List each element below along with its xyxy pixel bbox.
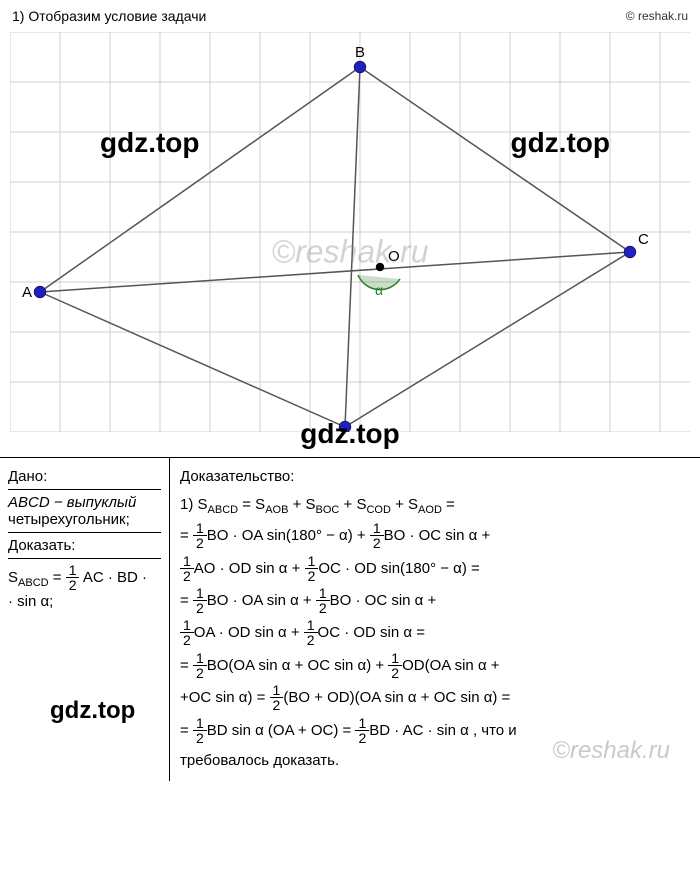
prove-heading: Доказать: [8, 533, 161, 559]
copyright: © reshak.ru [626, 9, 688, 23]
content-table: Дано: ABCD − выпуклый четырехугольник; Д… [0, 457, 700, 781]
header: 1) Отобразим условие задачи © reshak.ru [0, 0, 700, 32]
watermark-proof-left: gdz.top [50, 691, 135, 732]
proof-line: = 12BO · OA sin(180° − α) + 12BO · OC si… [180, 521, 692, 551]
proof-line: 12AO · OD sin α + 12OC · OD sin(180° − α… [180, 554, 692, 584]
proof-column: Доказательство: 1) SABCD = SAOB + SBOC +… [170, 458, 700, 781]
proof-line: = 12BO(OA sin α + OC sin α) + 12OD(OA si… [180, 651, 692, 681]
svg-text:C: C [638, 231, 649, 248]
watermark-bottom: gdz.top [300, 418, 400, 450]
given-body: ABCD − выпуклый четырехугольник; [8, 490, 161, 533]
watermark-top-right: gdz.top [510, 127, 610, 159]
proof-line: = 12BO · OA sin α + 12BO · OC sin α + [180, 586, 692, 616]
watermark-center: ©reshak.ru [272, 234, 429, 271]
proof-line: +OC sin α) = 12(BO + OD)(OA sin α + OC s… [180, 683, 692, 713]
watermark-proof-right: ©reshak.ru [552, 731, 670, 772]
prove-formula: SABCD = 12 AC · BD · · sin α; [8, 559, 161, 614]
step-title: 1) Отобразим условие задачи [12, 8, 206, 24]
proof-line: 1) SABCD = SAOB + SBOC + SCOD + SAOD = [180, 492, 692, 520]
given-heading: Дано: [8, 464, 161, 490]
svg-text:B: B [355, 44, 365, 61]
given-column: Дано: ABCD − выпуклый четырехугольник; Д… [0, 458, 170, 781]
svg-text:α: α [375, 282, 383, 298]
proof-heading: Доказательство: [180, 464, 692, 490]
watermark-top-left: gdz.top [100, 127, 200, 159]
geometry-diagram: αABCDO gdz.top gdz.top ©reshak.ru gdz.to… [10, 32, 690, 432]
proof-line: 12OA · OD sin α + 12OC · OD sin α = [180, 618, 692, 648]
diagram-svg: αABCDO [10, 32, 690, 432]
svg-text:A: A [22, 284, 32, 301]
